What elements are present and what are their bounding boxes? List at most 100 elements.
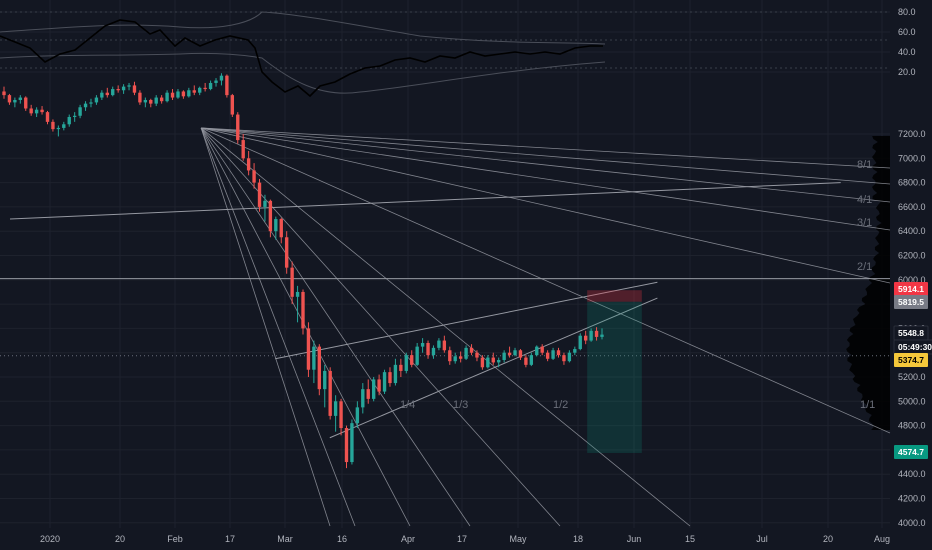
candle-body xyxy=(203,87,207,90)
candle-body xyxy=(89,102,93,104)
candle-body xyxy=(573,349,577,353)
long-trendline xyxy=(9,182,841,220)
candle-body xyxy=(458,356,463,359)
candle-body xyxy=(170,92,175,98)
candle-body xyxy=(415,346,419,365)
candle-body xyxy=(556,350,561,356)
candle-body xyxy=(448,350,452,362)
price-tick-label: 4200.0 xyxy=(898,494,926,504)
price-badge xyxy=(894,445,928,459)
price-tick-label: 6600.0 xyxy=(898,202,926,212)
fan-line xyxy=(201,127,891,185)
oscillator-pane: 80.0 60.0 40.0 20.0 xyxy=(0,7,916,98)
candle-body xyxy=(252,170,256,183)
candle-body xyxy=(268,200,273,232)
candle-body xyxy=(464,347,468,359)
candle-body xyxy=(13,99,17,103)
price-tick-label: 6400.0 xyxy=(898,226,926,236)
time-tick-label: May xyxy=(509,534,527,544)
candle-body xyxy=(263,200,267,207)
oscillator-tick-label: 60.0 xyxy=(898,27,916,37)
fan-line xyxy=(201,127,891,169)
candle-body xyxy=(241,140,245,159)
candle-body xyxy=(524,357,528,365)
time-tick-label: Jun xyxy=(627,534,642,544)
candle-body xyxy=(491,357,495,363)
wedge-lower-line xyxy=(329,297,658,439)
candle-body xyxy=(187,90,191,97)
candle-body xyxy=(132,85,137,93)
candle-body xyxy=(399,364,403,371)
candle-body xyxy=(116,89,120,91)
fan-line xyxy=(200,127,331,527)
candle-body xyxy=(497,359,501,363)
candle-body xyxy=(138,92,142,103)
oscillator-tick-label: 40.0 xyxy=(898,47,916,57)
fan-line xyxy=(200,127,411,527)
candle-body xyxy=(371,379,376,399)
oscillator-line xyxy=(0,19,603,98)
candle-body xyxy=(34,109,39,114)
time-tick-label: 20 xyxy=(823,534,833,544)
oscillator-tick-label: 80.0 xyxy=(898,7,916,17)
time-axis[interactable]: 2020 20 Feb 17 Mar 16 Apr 17 May 18 Jun 15 Jul 20 Aug xyxy=(40,534,890,544)
candle-body xyxy=(198,87,202,93)
candle-body xyxy=(567,352,572,362)
candle-body xyxy=(355,407,360,424)
oscillator-tick-label: 20.0 xyxy=(898,67,916,77)
candle-body xyxy=(562,355,566,362)
position-target-zone xyxy=(587,301,642,453)
candle-body xyxy=(518,350,523,358)
candle-body xyxy=(584,335,588,341)
candle-body xyxy=(513,350,517,356)
candle-body xyxy=(333,401,338,416)
candle-body xyxy=(290,267,294,297)
candle-body xyxy=(404,355,408,371)
time-tick-label: Mar xyxy=(277,534,293,544)
candle-body xyxy=(214,80,218,83)
candle-body xyxy=(328,370,332,416)
time-tick-label: 18 xyxy=(573,534,583,544)
candle-body xyxy=(285,237,289,268)
price-tick-label: 5000.0 xyxy=(898,396,926,406)
candle-body xyxy=(274,219,278,232)
candle-body xyxy=(437,340,441,348)
price-badges: 5914.1 5819.5 5548.8 05:49:30 5374.7 4574.7 xyxy=(893,282,932,459)
volume-profile xyxy=(846,136,890,430)
candle-body xyxy=(344,428,349,463)
price-badge-label: 5819.5 xyxy=(898,297,924,307)
candle-body xyxy=(350,423,354,463)
candle-body xyxy=(600,334,604,337)
candle-body xyxy=(589,330,593,341)
price-tick-label: 6800.0 xyxy=(898,178,926,188)
oscillator-upper-band xyxy=(0,11,606,45)
fan-line xyxy=(200,127,471,527)
candle-body xyxy=(67,116,71,125)
time-tick-label: 17 xyxy=(225,534,235,544)
candle-body xyxy=(382,372,387,392)
candle-body xyxy=(111,89,115,96)
fan-line xyxy=(200,127,691,527)
price-tick-label: 7200.0 xyxy=(898,129,926,139)
candle-body xyxy=(535,346,539,356)
candle-body xyxy=(257,182,262,207)
candle-body xyxy=(594,330,599,337)
candle-body xyxy=(219,75,224,81)
candle-body xyxy=(51,121,55,130)
price-tick-label: 5200.0 xyxy=(898,372,926,382)
candle-body xyxy=(236,114,240,141)
candle-body xyxy=(420,342,425,347)
candle-body xyxy=(502,352,506,360)
candle-body xyxy=(159,97,164,102)
candle-body xyxy=(306,328,311,370)
candle-body xyxy=(301,291,305,329)
price-badge xyxy=(894,295,928,309)
candle-body xyxy=(453,356,457,362)
fan-label: 1/3 xyxy=(453,399,468,411)
candle-body xyxy=(181,91,186,97)
candle-body xyxy=(431,347,436,356)
fan-label: 3/1 xyxy=(857,217,872,229)
wedge-upper-line xyxy=(275,281,658,360)
fan-label: 1/4 xyxy=(400,399,415,411)
